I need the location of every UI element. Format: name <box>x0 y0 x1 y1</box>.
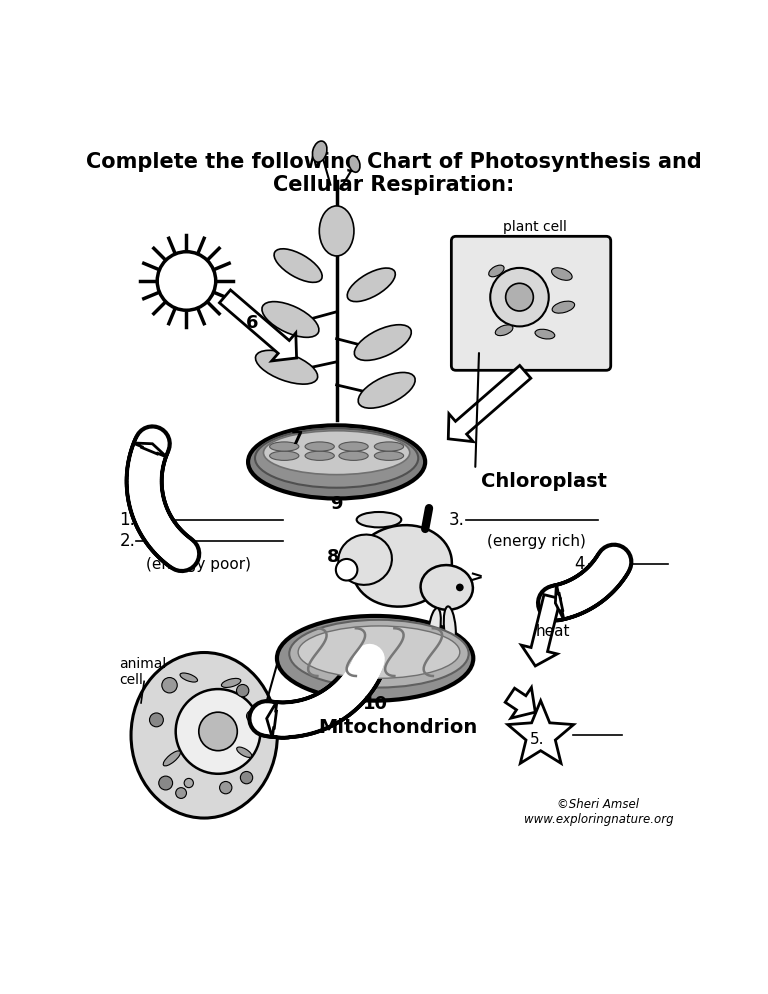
Ellipse shape <box>237 747 252 757</box>
Ellipse shape <box>270 451 299 460</box>
Ellipse shape <box>305 451 334 460</box>
Polygon shape <box>449 366 531 441</box>
Ellipse shape <box>298 626 460 678</box>
Circle shape <box>176 689 260 773</box>
Text: 1.: 1. <box>120 511 135 529</box>
Text: 3.: 3. <box>449 511 464 529</box>
Ellipse shape <box>180 673 197 682</box>
Ellipse shape <box>248 425 425 499</box>
Polygon shape <box>220 290 296 361</box>
Ellipse shape <box>535 329 554 339</box>
Ellipse shape <box>374 442 404 451</box>
Circle shape <box>176 787 187 798</box>
FancyBboxPatch shape <box>452 237 611 371</box>
Ellipse shape <box>255 428 419 488</box>
Text: (energy rich): (energy rich) <box>488 534 586 549</box>
Ellipse shape <box>421 565 473 609</box>
Ellipse shape <box>552 301 574 313</box>
Text: 7: 7 <box>290 429 303 448</box>
Polygon shape <box>521 594 561 666</box>
Text: Complete the following Chart of Photosynthesis and: Complete the following Chart of Photosyn… <box>86 152 701 172</box>
Circle shape <box>336 559 357 580</box>
Circle shape <box>157 251 216 310</box>
Text: 6: 6 <box>246 314 258 332</box>
Text: ©Sheri Amsel
www.exploringnature.org: ©Sheri Amsel www.exploringnature.org <box>524 798 674 826</box>
Text: plant cell: plant cell <box>503 220 567 234</box>
Text: Mitochondrion: Mitochondrion <box>319 718 478 738</box>
Ellipse shape <box>221 678 241 688</box>
Ellipse shape <box>277 616 473 701</box>
Polygon shape <box>505 688 535 718</box>
Polygon shape <box>555 584 564 620</box>
Text: (energy poor): (energy poor) <box>145 557 250 572</box>
Circle shape <box>220 781 232 794</box>
Ellipse shape <box>131 652 277 818</box>
Ellipse shape <box>263 430 410 474</box>
Polygon shape <box>133 443 167 457</box>
Ellipse shape <box>347 268 396 301</box>
Ellipse shape <box>319 206 354 255</box>
Ellipse shape <box>256 350 318 384</box>
Ellipse shape <box>338 535 392 584</box>
Text: 5.: 5. <box>530 732 544 746</box>
Text: 4.: 4. <box>574 556 590 574</box>
Text: Cellular Respiration:: Cellular Respiration: <box>273 175 515 195</box>
Ellipse shape <box>290 620 468 688</box>
Circle shape <box>184 778 194 787</box>
Text: 2.: 2. <box>120 532 135 551</box>
Circle shape <box>456 583 464 591</box>
Circle shape <box>505 283 533 311</box>
Polygon shape <box>266 701 277 738</box>
Ellipse shape <box>270 442 299 451</box>
Ellipse shape <box>551 267 572 280</box>
Ellipse shape <box>262 301 319 337</box>
Circle shape <box>162 678 177 693</box>
Text: 10: 10 <box>362 696 388 714</box>
Ellipse shape <box>339 442 368 451</box>
Circle shape <box>240 771 253 784</box>
Ellipse shape <box>488 265 504 276</box>
Ellipse shape <box>164 750 180 766</box>
Ellipse shape <box>495 325 513 336</box>
Circle shape <box>247 711 257 722</box>
Ellipse shape <box>274 248 322 282</box>
Ellipse shape <box>349 156 360 172</box>
Ellipse shape <box>313 141 327 162</box>
Ellipse shape <box>305 442 334 451</box>
Circle shape <box>159 776 173 790</box>
Ellipse shape <box>353 525 452 606</box>
Ellipse shape <box>358 373 415 409</box>
Ellipse shape <box>444 606 456 648</box>
Text: heat: heat <box>535 624 570 639</box>
Text: animal
cell: animal cell <box>120 657 167 687</box>
Ellipse shape <box>339 451 368 460</box>
Circle shape <box>237 685 249 697</box>
Circle shape <box>199 712 237 750</box>
Text: Chloroplast: Chloroplast <box>482 472 607 491</box>
Text: 9: 9 <box>330 495 343 513</box>
Ellipse shape <box>374 451 404 460</box>
Ellipse shape <box>428 608 441 650</box>
Circle shape <box>490 268 549 326</box>
Ellipse shape <box>354 325 412 361</box>
Polygon shape <box>508 701 574 763</box>
Ellipse shape <box>356 512 402 528</box>
Circle shape <box>150 713 164 727</box>
Text: 8: 8 <box>326 548 339 566</box>
